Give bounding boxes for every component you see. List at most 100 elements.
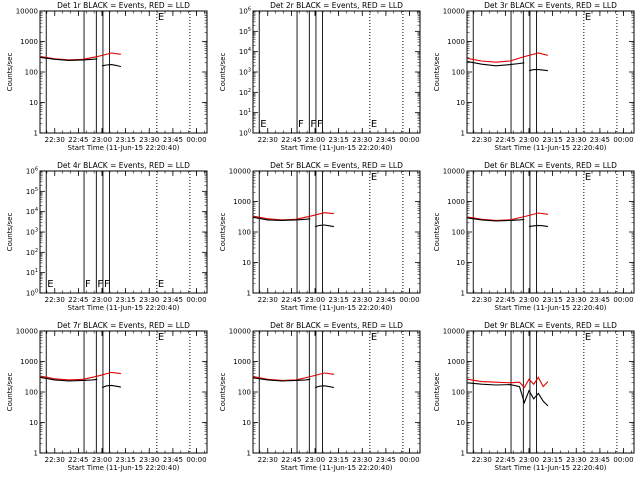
y-tick-label: 101 [26,268,38,277]
x-tick-label: 23:15 [116,296,136,304]
x-tick-label: 23:30 [139,296,159,304]
y-tick-label: 100 [25,69,38,77]
y-tick-label: 10000 [443,8,465,16]
y-tick-label: 102 [239,88,251,97]
x-tick-label: 23:00 [92,456,112,464]
x-axis-label: Start Time (11-Jun-15 22:20:40) [495,144,607,152]
x-tick-label: 23:45 [376,456,396,464]
y-tick-label: 10000 [229,168,251,176]
y-tick-label: 10000 [443,328,465,336]
x-tick-label: 23:30 [352,456,372,464]
detector-panel-9: Det 9r BLACK = Events, RED = LLD 22:30 22:… [433,321,635,472]
events-series-line [314,385,335,389]
y-axis-label: Counts/sec [219,53,227,92]
x-tick-label: 23:45 [163,296,183,304]
x-tick-label: 22:30 [258,136,278,144]
x-tick-label: 22:45 [68,296,88,304]
x-tick-label: 22:30 [45,456,65,464]
y-tick-label: 106 [26,167,38,176]
x-tick-label: 23:15 [543,456,563,464]
x-tick-label: 00:00 [613,136,633,144]
lld-series-line [40,371,121,381]
panel-title: Det 5r BLACK = Events, RED = LLD [270,161,403,170]
x-tick-label: 23:45 [590,296,610,304]
marker-letter: F [97,279,103,290]
y-tick-label: 1000 [447,358,465,366]
events-series-line [101,64,122,68]
x-tick-label: 23:45 [376,296,396,304]
x-tick-label: 23:30 [139,136,159,144]
x-tick-label: 22:45 [281,136,301,144]
events-series-line [40,56,98,61]
y-tick-label: 103 [26,228,38,237]
x-tick-label: 23:00 [92,296,112,304]
y-tick-label: 100 [25,389,38,397]
x-tick-label: 22:45 [281,456,301,464]
y-tick-label: 10 [456,419,465,427]
x-tick-label: 00:00 [399,136,419,144]
plot-frame [39,330,208,454]
marker-letter: F [104,279,110,290]
y-tick-label: 1 [461,130,465,138]
x-tick-label: 23:00 [519,136,539,144]
x-tick-label: 23:45 [163,136,183,144]
detector-panel-2: Det 2r BLACK = Events, RED = LLD 22:30 22:… [219,1,421,152]
x-tick-label: 00:00 [186,296,206,304]
x-tick-label: 22:30 [472,456,492,464]
panel-title: Det 7r BLACK = Events, RED = LLD [57,321,190,330]
y-tick-label: 10000 [229,328,251,336]
x-tick-label: 23:15 [116,456,136,464]
marker-letter: E [158,12,164,23]
y-tick-label: 100 [238,229,251,237]
detector-panel-4: Det 4r BLACK = Events, RED = LLD 22:30 22:… [6,161,208,312]
x-tick-label: 22:45 [495,456,515,464]
marker-letter: F [85,279,91,290]
y-tick-label: 1 [34,130,38,138]
plot-frame [39,170,208,294]
y-tick-label: 10 [456,99,465,107]
y-tick-label: 10 [29,99,38,107]
y-axis-label: Counts/sec [219,213,227,252]
marker-letter: E [260,119,266,130]
y-tick-label: 1000 [233,358,251,366]
marker-letter: F [317,119,323,130]
x-tick-label: 22:45 [68,136,88,144]
plot-frame [466,170,635,294]
x-tick-label: 23:45 [163,456,183,464]
x-tick-label: 00:00 [613,296,633,304]
y-tick-label: 104 [239,47,251,56]
x-tick-label: 23:15 [329,136,349,144]
x-axis-label: Start Time (11-Jun-15 22:20:40) [495,304,607,312]
detector-panel-8: Det 8r BLACK = Events, RED = LLD 22:30 22:… [219,321,421,472]
detector-panel-7: Det 7r BLACK = Events, RED = LLD 22:30 22:… [6,321,208,472]
x-tick-label: 23:00 [305,456,325,464]
x-tick-label: 00:00 [613,456,633,464]
events-series-line [528,224,548,228]
events-series-line [253,377,311,382]
y-tick-label: 10 [242,259,251,267]
y-tick-label: 10000 [443,168,465,176]
plot-frame [466,330,635,454]
detector-panel-3: Det 3r BLACK = Events, RED = LLD 22:30 22:… [433,1,635,152]
plot-frame [466,10,635,134]
x-tick-label: 00:00 [399,296,419,304]
y-tick-label: 103 [239,68,251,77]
plot-frame [252,170,421,294]
x-tick-label: 23:45 [590,136,610,144]
x-axis-label: Start Time (11-Jun-15 22:20:40) [281,144,393,152]
marker-letter: E [585,172,591,183]
y-tick-label: 100 [238,389,251,397]
x-tick-label: 23:15 [329,456,349,464]
x-tick-label: 23:00 [305,136,325,144]
events-series-line [467,61,525,67]
x-tick-label: 23:30 [566,296,586,304]
y-tick-label: 1 [247,450,251,458]
events-series-line [467,217,525,222]
y-tick-label: 10 [242,419,251,427]
x-tick-label: 22:30 [258,456,278,464]
y-tick-label: 10 [29,419,38,427]
events-series-line [253,216,311,221]
x-tick-label: 22:30 [258,296,278,304]
lld-series-line [253,212,334,221]
marker-letter: F [298,119,304,130]
